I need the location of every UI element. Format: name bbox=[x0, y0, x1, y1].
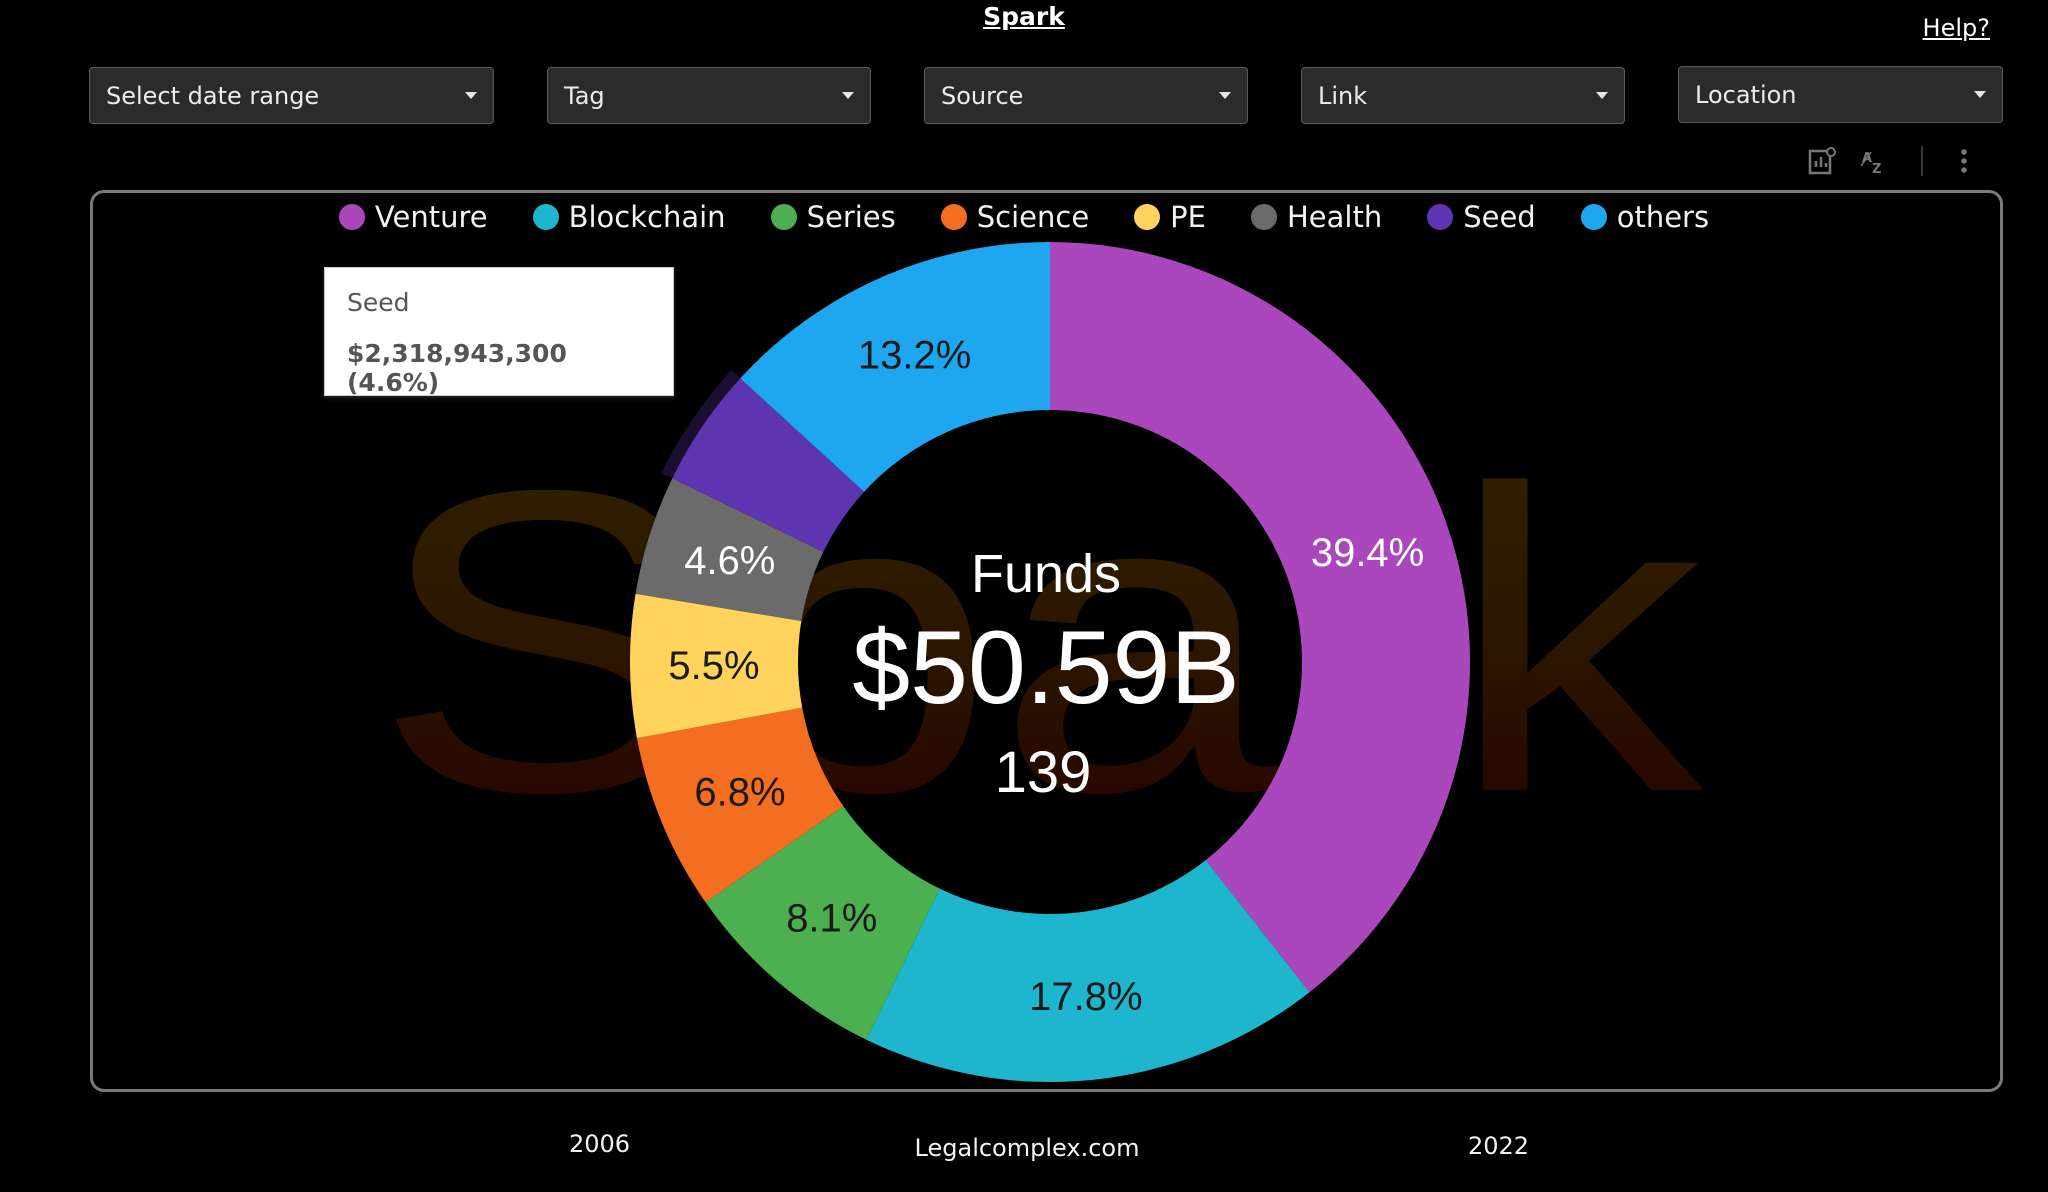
legend-label: Health bbox=[1286, 200, 1383, 234]
data-label-health: 4.6% bbox=[684, 539, 775, 583]
tooltip-value: $2,318,943,300 (4.6%) bbox=[347, 339, 567, 397]
legend-item-others[interactable]: others bbox=[1580, 200, 1710, 234]
tag-select[interactable]: Tag bbox=[547, 67, 871, 124]
chart-settings-icon[interactable] bbox=[1806, 145, 1838, 177]
location-label: Location bbox=[1695, 80, 1797, 109]
tooltip-title: Seed bbox=[347, 288, 410, 317]
legend-label: Seed bbox=[1463, 200, 1536, 234]
legend-item-series[interactable]: Series bbox=[770, 200, 896, 234]
chevron-down-icon bbox=[1974, 91, 1986, 98]
chart-panel bbox=[90, 190, 2003, 1092]
legend-label: Science bbox=[976, 200, 1090, 234]
legend-swatch bbox=[532, 204, 559, 230]
data-label-pe: 5.5% bbox=[668, 644, 759, 688]
sort-az-icon[interactable]: A Z bbox=[1858, 145, 1890, 177]
legend-label: Venture bbox=[374, 200, 488, 234]
date-range-label: Select date range bbox=[106, 81, 320, 110]
center-total: $50.59B bbox=[852, 610, 1239, 726]
footer-end-year: 2022 bbox=[1468, 1132, 1530, 1160]
help-link[interactable]: Help? bbox=[1922, 14, 1990, 42]
legend-swatch bbox=[940, 204, 967, 230]
legend-swatch bbox=[1250, 204, 1277, 230]
chart-tooltip: Seed $2,318,943,300 (4.6%) bbox=[324, 267, 674, 397]
legend-item-venture[interactable]: Venture bbox=[338, 200, 488, 234]
legend-item-seed[interactable]: Seed bbox=[1427, 200, 1536, 234]
center-title: Funds bbox=[971, 544, 1121, 604]
chart-legend: Venture Blockchain Series Science PE Health Se… bbox=[0, 200, 2048, 234]
tag-label: Tag bbox=[564, 81, 605, 110]
legend-label: PE bbox=[1170, 200, 1206, 234]
slice-others[interactable] bbox=[740, 242, 1050, 492]
svg-text:Z: Z bbox=[1872, 162, 1881, 176]
data-label-venture: 39.4% bbox=[1311, 531, 1424, 575]
slice-venture[interactable] bbox=[1050, 242, 1471, 993]
source-select[interactable]: Source bbox=[924, 67, 1248, 124]
slice-seed[interactable] bbox=[672, 378, 865, 552]
data-label-blockchain: 17.8% bbox=[1029, 975, 1142, 1019]
slice-highlight-seed bbox=[661, 370, 741, 479]
chevron-down-icon bbox=[842, 92, 854, 99]
slice-health[interactable] bbox=[635, 478, 824, 622]
watermark-logo: Spark bbox=[373, 402, 1711, 884]
location-select[interactable]: Location bbox=[1678, 66, 2003, 123]
footer-site: Legalcomplex.com bbox=[914, 1134, 1140, 1162]
footer-start-year: 2006 bbox=[569, 1130, 631, 1158]
data-label-others: 13.2% bbox=[858, 333, 971, 377]
legend-item-health[interactable]: Health bbox=[1250, 200, 1383, 234]
legend-swatch bbox=[338, 204, 365, 230]
app-title: Spark bbox=[983, 2, 1065, 31]
legend-swatch bbox=[770, 204, 797, 230]
chevron-down-icon bbox=[465, 92, 477, 99]
legend-label: Blockchain bbox=[568, 200, 726, 234]
legend-item-pe[interactable]: PE bbox=[1134, 200, 1206, 234]
toolbar-divider bbox=[1921, 146, 1923, 176]
chevron-down-icon bbox=[1596, 92, 1608, 99]
link-label: Link bbox=[1318, 81, 1368, 110]
svg-text:Spark: Spark bbox=[373, 402, 1711, 884]
slice-blockchain[interactable] bbox=[866, 860, 1310, 1082]
legend-label: others bbox=[1616, 200, 1710, 234]
date-range-select[interactable]: Select date range bbox=[89, 67, 494, 124]
legend-item-science[interactable]: Science bbox=[940, 200, 1090, 234]
data-label-series: 8.1% bbox=[786, 896, 877, 940]
legend-swatch bbox=[1134, 204, 1161, 230]
legend-swatch bbox=[1427, 204, 1454, 230]
slice-series[interactable] bbox=[705, 806, 940, 1040]
more-options-icon[interactable] bbox=[1948, 145, 1980, 177]
source-label: Source bbox=[941, 81, 1024, 110]
link-select[interactable]: Link bbox=[1301, 67, 1625, 124]
legend-swatch bbox=[1580, 204, 1607, 230]
slice-science[interactable] bbox=[636, 707, 844, 903]
chevron-down-icon bbox=[1219, 92, 1231, 99]
data-label-science: 6.8% bbox=[694, 771, 785, 815]
center-count: 139 bbox=[995, 740, 1092, 805]
legend-label: Series bbox=[806, 200, 896, 234]
legend-item-blockchain[interactable]: Blockchain bbox=[532, 200, 726, 234]
slice-pe[interactable] bbox=[630, 593, 803, 739]
